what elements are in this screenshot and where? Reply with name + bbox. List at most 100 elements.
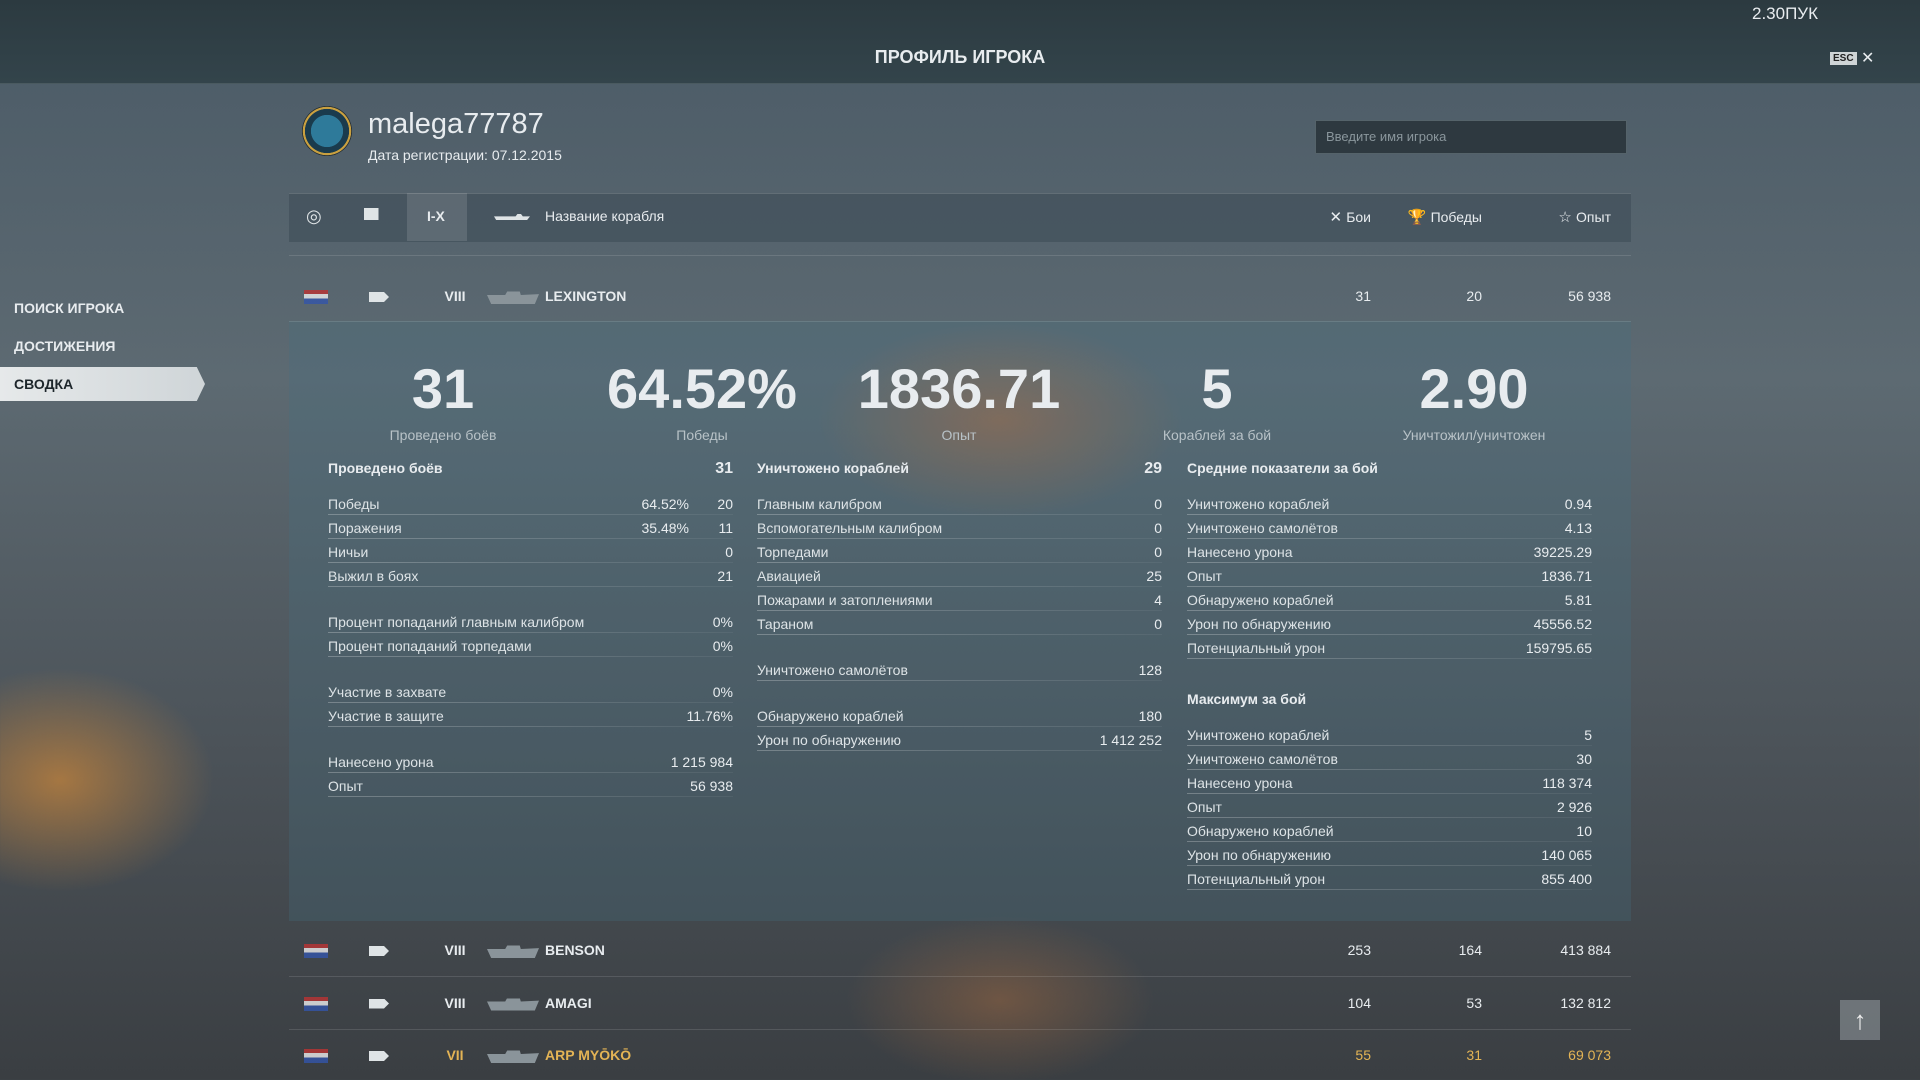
stat-row-line xyxy=(328,796,733,797)
esc-key: ESC xyxy=(1830,51,1857,65)
stat-value: 2 926 xyxy=(1556,799,1592,815)
exp: 56 938 xyxy=(1568,288,1611,304)
stat-row-line xyxy=(1187,514,1592,515)
stat-value: 1 412 252 xyxy=(1099,732,1162,748)
close-button[interactable]: ESC ✕ xyxy=(1830,48,1875,67)
stat-row-line xyxy=(328,656,733,657)
tier: VIII xyxy=(444,942,466,958)
ship-image xyxy=(487,940,539,958)
stat-value: 0 xyxy=(725,544,733,560)
section-total: 31 xyxy=(715,460,733,477)
big-stat-value: 5 xyxy=(1201,357,1233,420)
stat-value: 20 xyxy=(717,496,733,512)
big-stat-label: Победы xyxy=(676,427,728,443)
sort-battles[interactable]: ✕ Бои xyxy=(1211,208,1371,226)
stat-row-line xyxy=(1187,586,1592,587)
sort-icon: 🏆 xyxy=(1407,209,1431,226)
stat-value: 21 xyxy=(717,568,733,584)
ship-row[interactable]: VIIISHOKAKU7539146 421 xyxy=(289,241,1631,256)
stat-label: Главным калибром xyxy=(757,496,882,512)
close-icon: ✕ xyxy=(1861,50,1875,67)
big-stat-label: Проведено боёв xyxy=(389,427,497,443)
stat-value: 10 xyxy=(1576,823,1592,839)
nav-item[interactable]: ПОИСК ИГРОКА xyxy=(14,300,125,316)
stat-label: Поражения xyxy=(328,520,402,536)
stat-row-line xyxy=(328,702,733,703)
tier: VII xyxy=(446,1047,464,1063)
sort-wins[interactable]: 🏆 Победы xyxy=(1322,208,1482,226)
section-title: Проведено боёв xyxy=(328,460,443,476)
nav-item[interactable]: СВОДКА xyxy=(0,367,205,401)
tier-filter[interactable]: I-X xyxy=(427,208,445,224)
search-input[interactable]: Введите имя игрока xyxy=(1315,120,1627,154)
sort-exp[interactable]: ☆ Опыт xyxy=(1451,208,1611,226)
sort-icon: ✕ xyxy=(1329,209,1347,226)
stat-row-line xyxy=(757,726,1162,727)
stat-row-line xyxy=(1187,658,1592,659)
ship-row[interactable]: VIII LEXINGTON 31 20 56 938 xyxy=(289,271,1631,322)
stat-value: 11 xyxy=(718,520,733,536)
stat-row-line xyxy=(1187,889,1592,890)
version-label: 2.30ПУК xyxy=(1751,4,1818,23)
stat-label: Победы xyxy=(328,496,380,512)
section-total: 29 xyxy=(1144,460,1162,477)
stat-label: Обнаружено кораблей xyxy=(1187,823,1334,839)
stat-label: Ничьи xyxy=(328,544,369,560)
stat-row-line xyxy=(328,586,733,587)
stat-value: 1836.71 xyxy=(1541,568,1592,584)
stat-label: Опыт xyxy=(1187,799,1222,815)
wins: 20 xyxy=(1466,288,1482,304)
stat-row-line xyxy=(1187,745,1592,746)
stat-label: Опыт xyxy=(1187,568,1222,584)
stat-row-line xyxy=(757,634,1162,635)
stat-row-line xyxy=(1187,634,1592,635)
stat-row-line xyxy=(757,586,1162,587)
stat-value: 4 xyxy=(1154,592,1162,608)
globe-filter[interactable]: ◎ xyxy=(306,206,322,226)
stat-label: Уничтожено самолётов xyxy=(757,662,908,678)
stat-value: 39225.29 xyxy=(1533,544,1592,560)
tier-filter-bg[interactable] xyxy=(407,193,467,241)
ship-image xyxy=(487,286,539,304)
class-icon xyxy=(369,292,389,302)
ship-row[interactable]: VII ARP MYŌKŌ 55 31 69 073 xyxy=(289,1029,1631,1080)
stat-value: 855 400 xyxy=(1541,871,1592,887)
big-stat-value: 31 xyxy=(411,357,475,420)
player-emblem xyxy=(302,106,352,156)
stat-value: 11.76% xyxy=(686,708,733,724)
class-icon xyxy=(369,1051,389,1061)
scroll-top-button[interactable]: ↑ xyxy=(1840,1000,1880,1040)
stat-label: Опыт xyxy=(328,778,363,794)
stat-value: 118 374 xyxy=(1542,775,1592,791)
class-filter[interactable] xyxy=(364,208,388,220)
battles: 31 xyxy=(1355,288,1371,304)
stat-row-line xyxy=(1187,841,1592,842)
stat-value: 0 xyxy=(1154,544,1162,560)
stat-value: 159795.65 xyxy=(1525,640,1592,656)
battles: 55 xyxy=(1355,1047,1371,1063)
wins: 164 xyxy=(1458,942,1482,958)
stat-value: 45556.52 xyxy=(1533,616,1592,632)
section-title: Максимум за бой xyxy=(1187,691,1307,707)
flag xyxy=(304,290,328,304)
sort-label: Бои xyxy=(1346,209,1371,225)
stat-row-line xyxy=(1187,865,1592,866)
stat-row-line xyxy=(757,610,1162,611)
tier: VIII xyxy=(444,994,466,1011)
ship-row[interactable]: VIII BENSON 253 164 413 884 xyxy=(289,924,1631,977)
stat-value: 0% xyxy=(712,638,733,654)
stat-row-line xyxy=(328,562,733,563)
stat-label: Нанесено урона xyxy=(1187,544,1293,560)
nav-item[interactable]: ДОСТИЖЕНИЯ xyxy=(14,338,116,354)
tier: VIII xyxy=(444,288,466,304)
stat-label: Уничтожено кораблей xyxy=(1187,496,1330,512)
stat-label: Вспомогательным калибром xyxy=(757,520,943,536)
wins: 53 xyxy=(1466,994,1482,1011)
big-stat-value: 64.52% xyxy=(607,357,797,420)
ship-row[interactable]: VIII AMAGI 104 53 132 812 xyxy=(289,977,1631,1030)
stat-value: 25 xyxy=(1146,568,1162,584)
stat-value: 0% xyxy=(712,614,733,630)
stat-percent: 35.48% xyxy=(641,520,689,536)
ship-icon xyxy=(494,214,530,220)
ship-name-header[interactable]: Название корабля xyxy=(545,208,665,224)
